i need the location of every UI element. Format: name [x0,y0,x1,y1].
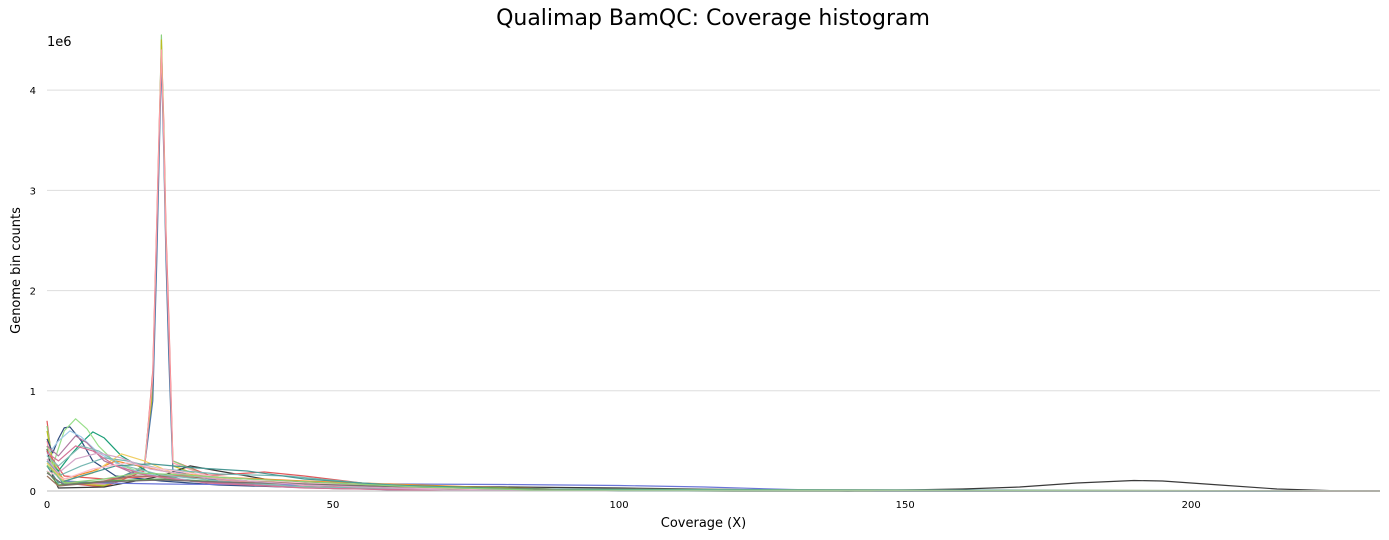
series-line-25 [46,464,1381,492]
series-line-5 [46,49,1381,492]
series-line-20 [46,463,1381,492]
x-tick-label: 100 [610,500,629,511]
y-axis-offset-label: 1e6 [47,35,72,50]
series-line-21 [46,445,1381,492]
x-axis-label: Coverage (X) [661,516,746,531]
x-tick-label: 0 [44,500,50,511]
x-tick-label: 200 [1182,500,1201,511]
y-tick-label: 1 [30,387,36,398]
y-tick-label: 2 [30,287,36,298]
series-line-2 [46,34,1380,492]
y-tick-label: 3 [30,186,36,197]
series-lines [46,34,1381,492]
y-axis-label: Genome bin counts [9,207,24,334]
gridlines [47,89,1380,392]
series-line-3 [46,39,1380,492]
chart-title: Qualimap BamQC: Coverage histogram [496,6,930,31]
y-axis-ticks: 0 1 2 3 4 [30,86,36,498]
y-tick-label: 4 [30,86,36,97]
series-line-9 [46,418,1381,492]
x-tick-label: 150 [896,500,915,511]
y-tick-label: 0 [30,487,36,498]
x-axis-ticks: 0 50 100 150 200 [44,500,1201,511]
series-line-4 [46,59,1381,492]
series-line-24 [46,452,1381,492]
x-tick-label: 50 [327,500,340,511]
series-line-1 [46,44,1380,492]
